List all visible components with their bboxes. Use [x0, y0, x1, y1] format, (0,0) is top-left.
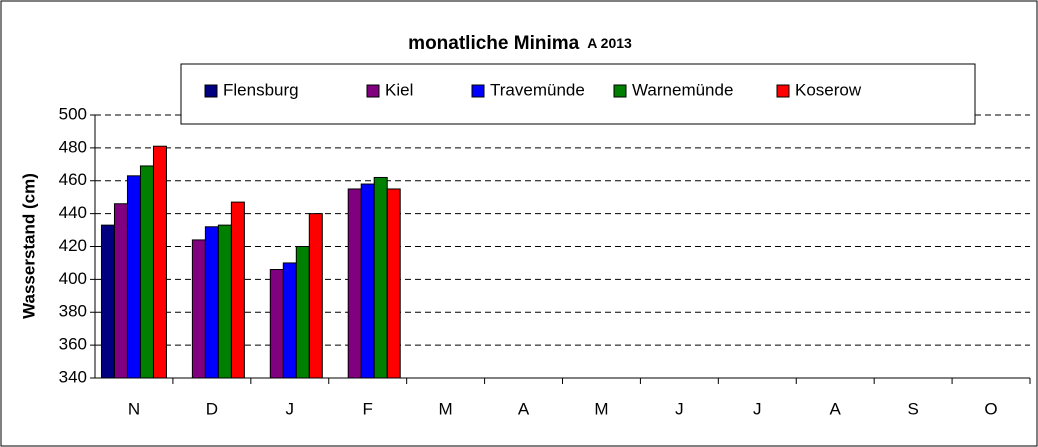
bar	[191, 239, 206, 379]
bar	[282, 262, 297, 379]
y-tick-label: 420	[59, 236, 87, 255]
chart-subtitle: A 2013	[587, 35, 632, 51]
bar	[308, 213, 323, 379]
bar	[347, 188, 362, 379]
y-tick-label: 360	[59, 335, 87, 354]
y-tick-label: 440	[59, 203, 87, 222]
x-tick-label: O	[984, 399, 997, 418]
x-tick-label: J	[286, 399, 295, 418]
legend-swatch	[776, 84, 790, 98]
legend-swatch	[471, 84, 485, 98]
x-tick-label: N	[128, 399, 140, 418]
legend-label: Travemünde	[490, 80, 585, 99]
bar	[139, 165, 154, 379]
bar	[204, 226, 219, 379]
legend-label: Warnemünde	[632, 80, 733, 99]
x-tick-label: D	[206, 399, 218, 418]
bar	[269, 269, 284, 379]
y-tick-label: 400	[59, 269, 87, 288]
x-tick-label: S	[907, 399, 918, 418]
bar	[386, 188, 401, 379]
bar	[126, 175, 141, 379]
bar	[113, 203, 128, 379]
legend-swatch	[366, 84, 380, 98]
chart-title-group: monatliche Minima A 2013	[408, 33, 632, 54]
x-tick-label: A	[830, 399, 842, 418]
legend-swatch	[613, 84, 627, 98]
legend-label: Flensburg	[223, 80, 299, 99]
x-tick-label: M	[594, 399, 608, 418]
bar	[217, 224, 232, 379]
x-tick-label: J	[675, 399, 684, 418]
bar	[295, 246, 310, 379]
bar	[373, 176, 388, 379]
y-tick-label: 380	[59, 302, 87, 321]
chart-title: monatliche Minima	[408, 33, 579, 54]
x-tick-label: M	[439, 399, 453, 418]
y-axis-label: Wasserstand (cm)	[19, 173, 38, 319]
y-tick-label: 500	[59, 104, 87, 123]
legend-label: Koserow	[795, 80, 862, 99]
bar	[230, 201, 245, 379]
x-tick-label: A	[518, 399, 530, 418]
bar	[152, 145, 167, 379]
bar	[360, 183, 375, 379]
legend-box	[180, 63, 976, 125]
legend-swatch	[204, 84, 218, 98]
y-tick-label: 480	[59, 137, 87, 156]
y-tick-label: 340	[59, 367, 87, 386]
legend-label: Kiel	[385, 80, 413, 99]
bar	[100, 224, 115, 379]
y-tick-label: 460	[59, 170, 87, 189]
x-tick-label: F	[363, 399, 373, 418]
x-tick-label: J	[753, 399, 762, 418]
